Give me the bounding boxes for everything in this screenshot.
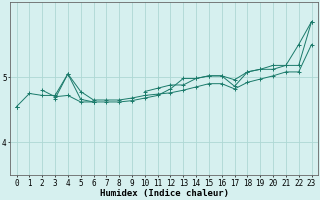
X-axis label: Humidex (Indice chaleur): Humidex (Indice chaleur) <box>100 189 228 198</box>
